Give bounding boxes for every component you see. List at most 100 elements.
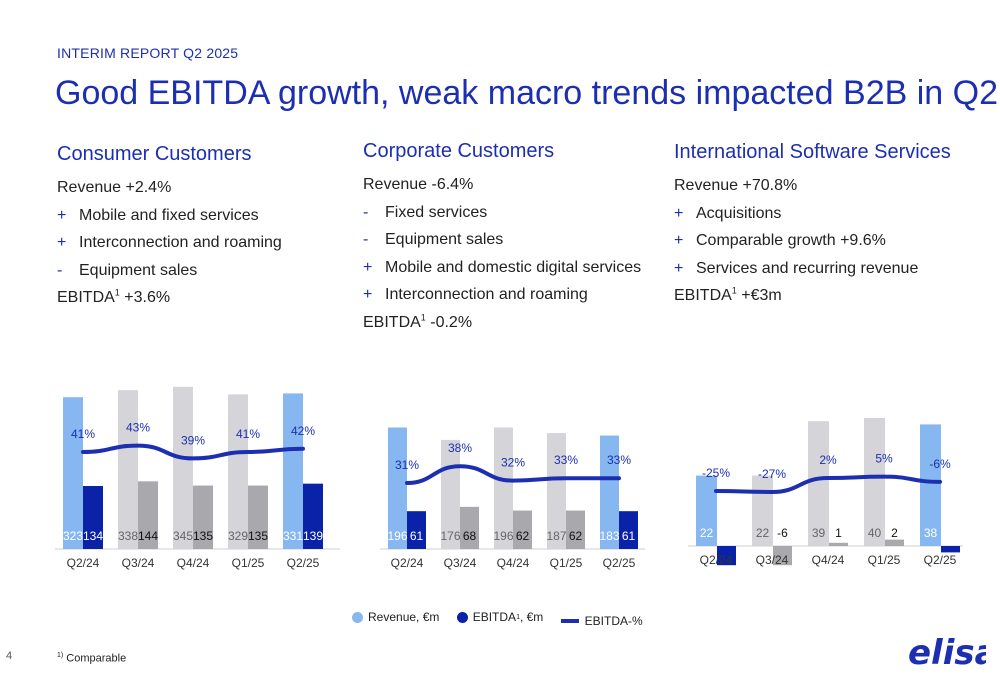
ebitda-bar: [829, 542, 848, 546]
ebitda-bar: [460, 506, 479, 549]
international-line: Revenue +70.8%: [674, 172, 974, 200]
ebitda-value-label: 2: [891, 526, 898, 540]
revenue-bar: [228, 394, 248, 549]
ebitda-pct-label: 41%: [71, 427, 95, 441]
corporate-ebitda: EBITDA1 -0.2%: [363, 309, 663, 337]
revenue-bar: [283, 393, 303, 549]
logo-text: elisa: [908, 633, 986, 673]
consumer-column: Consumer Customers Revenue +2.4% + Mobile…: [57, 143, 357, 312]
ebitda-value-label: 68: [463, 529, 477, 543]
international-line: + Comparable growth +9.6%: [674, 227, 974, 255]
ebitda-swatch: [456, 611, 468, 623]
category-label: Q3/24: [122, 556, 155, 570]
bullet: +: [57, 234, 67, 251]
category-label: Q1/25: [868, 553, 901, 567]
ebitda-value-label: 62: [516, 529, 530, 543]
revenue-swatch: [352, 611, 363, 623]
line-text: Services and recurring revenue: [696, 259, 919, 277]
international-chart: 22 -6 Q2/24 22 -6 Q3/24 39 1 Q4/24 40 2 Q1/25 38 -2 Q2…: [688, 418, 963, 567]
ebitda-value-label: -6: [721, 526, 732, 540]
revenue-bar: [388, 427, 407, 549]
bullet: -: [363, 203, 369, 221]
footnote: 1) Comparable: [57, 652, 126, 665]
bullet: -: [57, 261, 63, 279]
revenue-bar: [864, 418, 885, 546]
revenue-value-label: 196: [493, 529, 513, 543]
ebitda-bar: [717, 546, 736, 566]
corporate-line: + Mobile and domestic digital services: [363, 254, 663, 282]
line-text: Equipment sales: [79, 261, 198, 279]
line-text: Revenue -6.4%: [363, 176, 474, 193]
corporate-line: Revenue -6.4%: [363, 171, 663, 199]
category-label: Q2/25: [287, 556, 320, 570]
revenue-value-label: 345: [173, 529, 193, 543]
line-text: Fixed services: [385, 203, 488, 221]
consumer-line: Revenue +2.4%: [57, 174, 357, 202]
international-ebitda: EBITDA1 +€3m: [674, 282, 974, 310]
ebitda-footnote-mark: 1: [731, 285, 737, 296]
category-label: Q4/24: [497, 556, 530, 570]
ebitda-pct-label: -27%: [758, 467, 786, 481]
ebitda-value-label: 1: [835, 526, 842, 540]
ebitda-pct-line: [81, 443, 305, 461]
report-tag: INTERIM REPORT Q2 2025: [57, 45, 239, 61]
ebitda-value-label: 61: [622, 529, 636, 543]
corporate-column: Corporate Customers Revenue -6.4% - Fixed…: [363, 140, 663, 336]
ebitda-pct-line: [714, 474, 942, 494]
ebitda-value-label: 62: [569, 529, 583, 543]
line-text: Revenue +2.4%: [57, 179, 172, 196]
ebitda-value-label: 61: [410, 529, 424, 543]
footnote-mark: 1): [57, 652, 64, 659]
line-text: Interconnection and roaming: [79, 234, 282, 251]
ebitda-bar: [193, 485, 213, 549]
international-line: + Acquisitions: [674, 200, 974, 228]
revenue-bar: [808, 421, 829, 546]
revenue-value-label: 176: [440, 529, 460, 543]
bullet: +: [363, 286, 373, 303]
consumer-line: - Equipment sales: [57, 257, 357, 285]
revenue-bar: [696, 475, 717, 546]
bullet: -: [363, 231, 369, 248]
ebitda-bar: [513, 510, 532, 549]
category-label: Q4/24: [812, 553, 845, 567]
ebitda-bar: [303, 483, 323, 549]
revenue-value-label: 338: [118, 529, 138, 543]
ebitda-value-label: -6: [777, 526, 788, 540]
category-label: Q1/25: [232, 556, 265, 570]
category-label: Q4/24: [177, 556, 210, 570]
legend-revenue-label: Revenue, €m: [368, 610, 440, 624]
revenue-bar: [173, 386, 193, 549]
international-column: International Software Services Revenue …: [674, 141, 974, 310]
revenue-bar: [600, 435, 619, 549]
revenue-value-label: 38: [924, 526, 938, 540]
legend-ebitda-pct-label: EBITDA-%: [584, 613, 643, 628]
international-line: + Services and recurring revenue: [674, 255, 974, 283]
category-label: Q2/24: [67, 556, 100, 570]
ebitda-pct-label: 2%: [819, 453, 837, 467]
ebitda-bar: [941, 546, 960, 553]
page-title: Good EBITDA growth, weak macro trends im…: [55, 74, 998, 112]
legend-ebitda: EBITDA 1, €m: [456, 610, 543, 624]
line-text: Mobile and domestic digital services: [385, 258, 642, 276]
bullet: +: [57, 206, 67, 224]
category-label: Q2/24: [700, 553, 733, 567]
ebitda-bar: [407, 511, 426, 549]
ebitda-pct-label: 31%: [395, 458, 419, 472]
category-label: Q2/25: [603, 556, 636, 570]
ebitda-bar: [566, 510, 585, 549]
revenue-value-label: 196: [387, 529, 407, 543]
line-text: Mobile and fixed services: [79, 206, 259, 224]
ebitda-footnote-mark: 1: [420, 312, 426, 323]
ebitda-prefix: EBITDA: [363, 313, 421, 331]
consumer-ebitda: EBITDA1 +3.6%: [57, 284, 357, 312]
ebitda-pct-swatch: [560, 618, 579, 623]
ebitda-value: +€3m: [736, 287, 782, 304]
ebitda-value-label: 139: [303, 529, 323, 543]
ebitda-pct-label: 42%: [291, 424, 315, 438]
corporate-line: - Fixed services: [363, 199, 663, 227]
revenue-bar: [494, 427, 513, 549]
ebitda-bar: [248, 485, 268, 549]
line-text: Acquisitions: [696, 204, 782, 222]
